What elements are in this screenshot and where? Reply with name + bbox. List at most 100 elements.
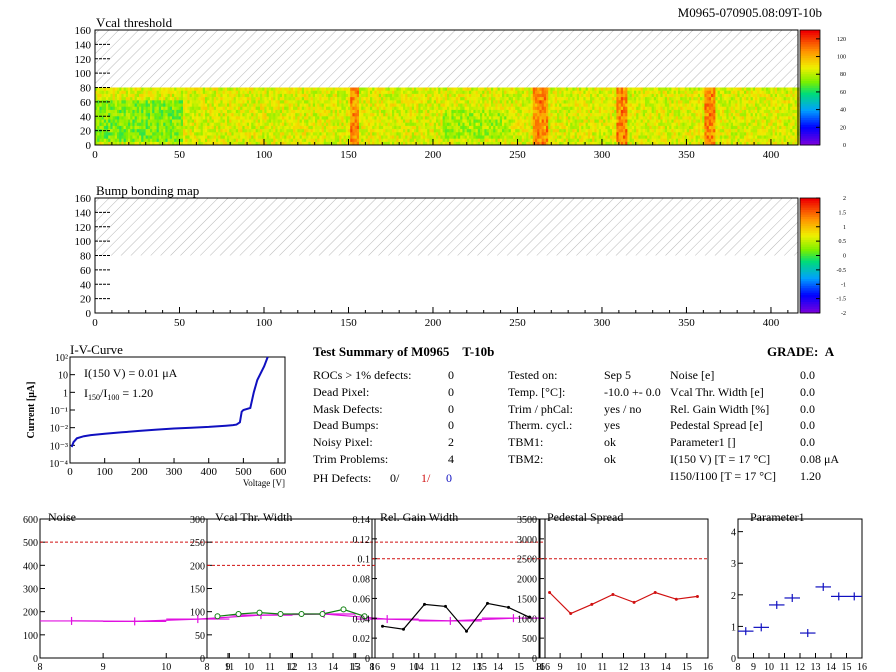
- parameter-label: Parameter1 []: [670, 435, 736, 450]
- defect-label: Dead Bumps:: [313, 418, 379, 433]
- x-tick-label: 16: [535, 662, 545, 672]
- x-tick-label: 8: [537, 662, 542, 672]
- x-tick-label: 16: [703, 662, 713, 672]
- y-tick-label: 3000: [517, 535, 537, 546]
- x-tick-label: 12: [286, 662, 296, 672]
- data-point: [423, 602, 426, 606]
- x-tick-label: 350: [678, 317, 695, 329]
- parameter-label: Rel. Gain Width [%]: [670, 401, 770, 416]
- x-tick-label: 150: [340, 149, 357, 161]
- data-point: [381, 624, 384, 628]
- x-tick-label: 16: [540, 662, 550, 672]
- x-tick-label: 10: [764, 662, 774, 672]
- palette-label: 2: [843, 196, 846, 202]
- y-tick-label: 80: [80, 83, 92, 95]
- series-line: [549, 591, 698, 615]
- data-point: [653, 590, 657, 594]
- x-tick-label: 12: [288, 662, 298, 672]
- parameter-label: I(150 V) [T = 17 °C]: [670, 452, 771, 466]
- data-point: [486, 601, 489, 605]
- iv-annotation-ratio: I150/I100 = 1.20: [84, 386, 153, 402]
- y-tick-label: 4: [731, 528, 736, 539]
- palette-label: 100: [837, 55, 846, 61]
- x-tick-label: 200: [425, 317, 442, 329]
- defect-value: 0: [448, 384, 454, 399]
- x-tick-label: 13: [472, 662, 482, 672]
- condition-value: Sep 5: [604, 368, 631, 382]
- parameter-value: 0.0: [800, 384, 815, 399]
- parameter-value: 0.0: [800, 435, 815, 450]
- iv-x-label: Voltage [V]: [243, 478, 285, 488]
- iv-y-tick-label: 10⁻³: [50, 441, 68, 452]
- defect-value: 2: [448, 435, 454, 450]
- x-tick-label: 11: [430, 662, 440, 672]
- y-tick-label: 100: [75, 236, 92, 248]
- x-tick-label: 14: [328, 662, 338, 672]
- condition-label: Therm. cycl.:: [508, 418, 573, 433]
- iv-x-tick-label: 0: [67, 466, 73, 478]
- parameter-value: 0.0: [800, 368, 815, 382]
- y-tick-label: 120: [75, 54, 92, 66]
- x-tick-label: 16: [370, 662, 380, 672]
- y-tick-label: 20: [80, 126, 92, 138]
- data-point: [507, 605, 510, 609]
- palette-label: -2: [841, 311, 846, 317]
- x-tick-label: 0: [92, 149, 98, 161]
- y-tick-label: 0: [200, 654, 205, 665]
- ph-defects-value: 1/: [421, 471, 431, 485]
- x-tick-label: 15: [477, 662, 487, 672]
- x-tick-label: 15: [842, 662, 852, 672]
- y-tick-label: 2000: [517, 575, 537, 586]
- series-line: [382, 602, 530, 633]
- y-tick-label: 200: [23, 608, 38, 619]
- y-tick-label: 60: [80, 97, 92, 109]
- iv-y-tick-label: 10⁻⁴: [49, 459, 68, 470]
- defect-label: Trim Problems:: [313, 452, 389, 466]
- series-line: [217, 608, 365, 617]
- y-tick-label: 300: [190, 515, 205, 526]
- data-point: [103, 617, 167, 626]
- ph-defects-value: 0/: [390, 471, 400, 485]
- parameter-value: 0.0: [800, 418, 815, 433]
- iv-curve-line: [70, 356, 269, 448]
- map-title: Vcal threshold: [96, 15, 173, 30]
- palette-label: 120: [837, 37, 846, 43]
- summary-module-tag: T-10b: [462, 344, 495, 359]
- y-tick-label: 500: [522, 634, 537, 645]
- y-tick-label: 0: [731, 654, 736, 665]
- x-tick-label: 300: [594, 317, 611, 329]
- x-tick-label: 9: [391, 662, 396, 672]
- defect-value: 0: [448, 401, 454, 416]
- data-point: [674, 597, 678, 601]
- data-point: [611, 592, 615, 596]
- iv-annotation-current: I(150 V) = 0.01 μA: [84, 366, 178, 380]
- data-point: [753, 623, 769, 632]
- y-tick-label: 0.1: [358, 555, 371, 566]
- y-tick-label: 1500: [517, 594, 537, 605]
- defect-label: Noisy Pixel:: [313, 435, 373, 450]
- x-tick-label: 11: [598, 662, 608, 672]
- x-tick-label: 400: [763, 149, 780, 161]
- condition-value: ok: [604, 452, 616, 466]
- y-tick-label: 50: [195, 631, 205, 642]
- x-tick-label: 15: [682, 662, 692, 672]
- y-tick-label: 3500: [517, 515, 537, 526]
- y-tick-label: 0: [86, 140, 92, 152]
- data-point: [569, 612, 573, 616]
- condition-label: Tested on:: [508, 368, 558, 382]
- palette-label: 20: [840, 125, 846, 131]
- y-tick-label: 1: [731, 622, 736, 633]
- x-tick-label: 11: [225, 662, 235, 672]
- x-tick-label: 100: [256, 317, 273, 329]
- summary-title-text: Test Summary of M0965: [313, 344, 450, 359]
- no-data-region: [95, 30, 798, 88]
- x-tick-label: 14: [661, 662, 671, 672]
- iv-x-tick-label: 400: [200, 466, 217, 478]
- data-point: [361, 613, 368, 620]
- data-point: [815, 582, 831, 591]
